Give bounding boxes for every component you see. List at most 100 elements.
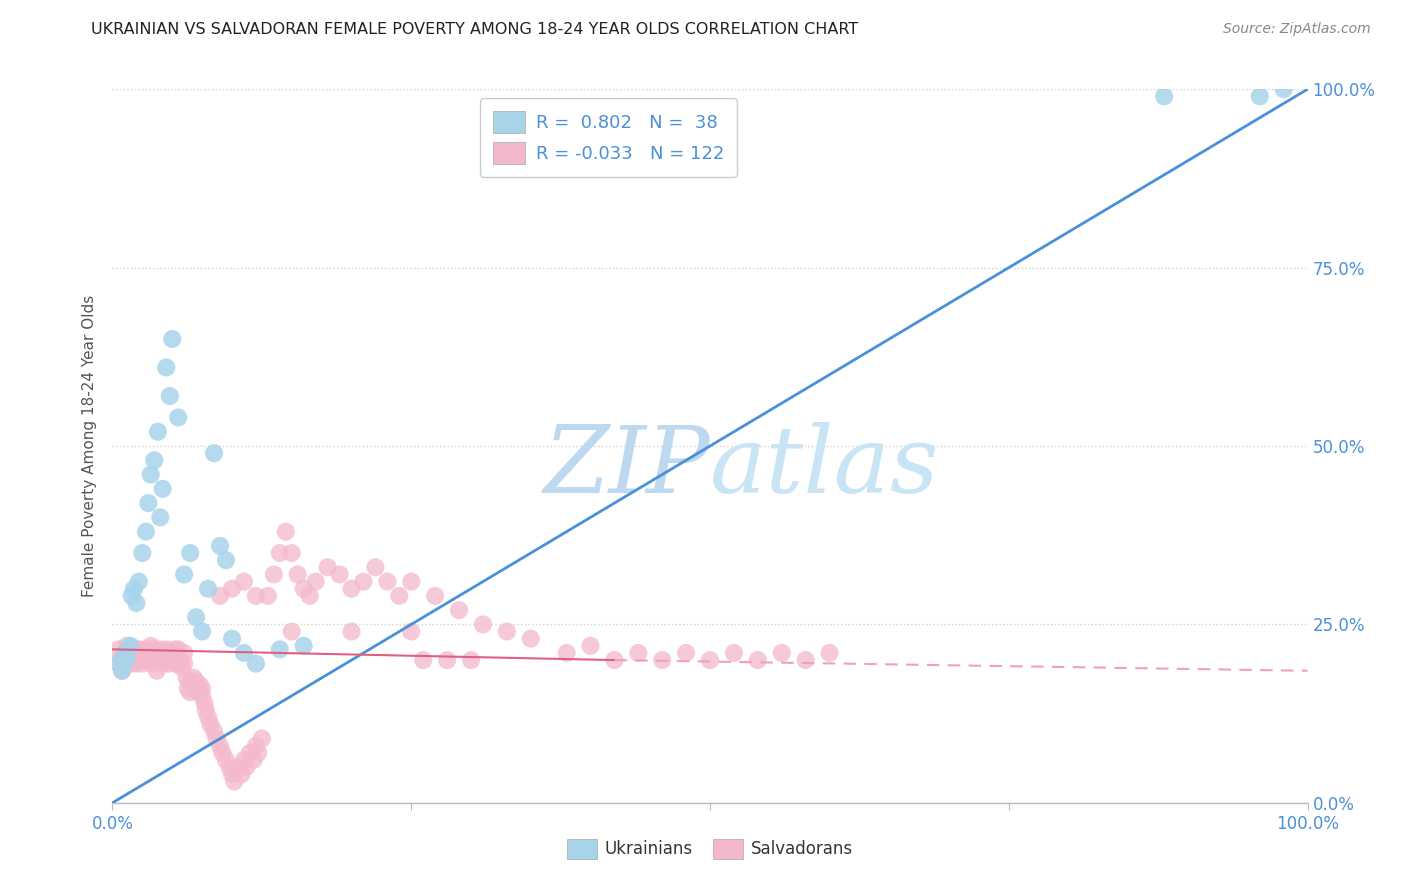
Point [770,646,793,660]
Point [436,653,458,667]
Point [316,560,339,574]
Point [226,760,249,774]
Point [699,653,721,667]
Point [157,657,180,671]
Point [149,642,172,657]
Point [388,589,411,603]
Point [115,639,138,653]
Point [194,703,217,717]
Point [191,689,214,703]
Point [520,632,543,646]
Point [287,567,309,582]
Point [155,653,177,667]
Point [141,657,163,671]
Point [162,332,183,346]
Point [215,753,238,767]
Point [152,482,174,496]
Point [138,496,160,510]
Point [162,646,183,660]
Point [139,467,162,482]
Point [129,649,152,664]
Point [117,642,139,657]
Point [179,546,201,560]
Point [138,646,160,660]
Point [186,610,208,624]
Point [173,657,195,671]
Point [269,642,291,657]
Point [114,657,135,671]
Point [135,642,157,657]
Point [579,639,602,653]
Point [187,685,209,699]
Point [143,653,166,667]
Point [121,653,143,667]
Point [131,657,153,671]
Point [134,653,156,667]
Point [218,760,240,774]
Point [122,582,145,596]
Point [245,589,267,603]
Point [401,574,423,589]
Point [352,574,374,589]
Point [233,646,256,660]
Point [167,642,190,657]
Point [329,567,352,582]
Point [173,646,195,660]
Point [120,642,142,657]
Point [186,674,208,689]
Point [138,653,160,667]
Point [162,653,183,667]
Point [224,774,246,789]
Point [193,696,215,710]
Point [675,646,697,660]
Point [209,739,232,753]
Point [125,657,148,671]
Point [107,657,129,671]
Point [110,653,132,667]
Point [159,389,181,403]
Point [111,664,134,678]
Text: atlas: atlas [710,423,939,512]
Point [269,546,291,560]
Point [167,410,190,425]
Point [263,567,285,582]
Point [231,767,253,781]
Point [281,546,304,560]
Point [146,646,169,660]
Point [235,760,257,774]
Point [340,624,363,639]
Point [496,624,519,639]
Point [186,681,208,696]
Point [165,657,187,671]
Point [211,746,233,760]
Point [179,674,201,689]
Point [155,642,177,657]
Point [188,678,211,692]
Point [274,524,297,539]
Point [257,589,280,603]
Point [1153,89,1175,103]
Point [163,642,186,657]
Point [555,646,578,660]
Point [149,653,172,667]
Point [460,653,482,667]
Point [340,582,363,596]
Point [1272,82,1295,96]
Point [603,653,626,667]
Point [247,746,270,760]
Point [139,639,162,653]
Point [145,664,167,678]
Point [143,453,166,467]
Point [197,710,219,724]
Point [723,646,745,660]
Point [167,653,190,667]
Point [298,589,321,603]
Point [245,739,267,753]
Point [146,425,169,439]
Point [131,546,153,560]
Point [1249,89,1271,103]
Point [159,649,181,664]
Point [125,596,148,610]
Point [120,639,142,653]
Point [115,653,138,667]
